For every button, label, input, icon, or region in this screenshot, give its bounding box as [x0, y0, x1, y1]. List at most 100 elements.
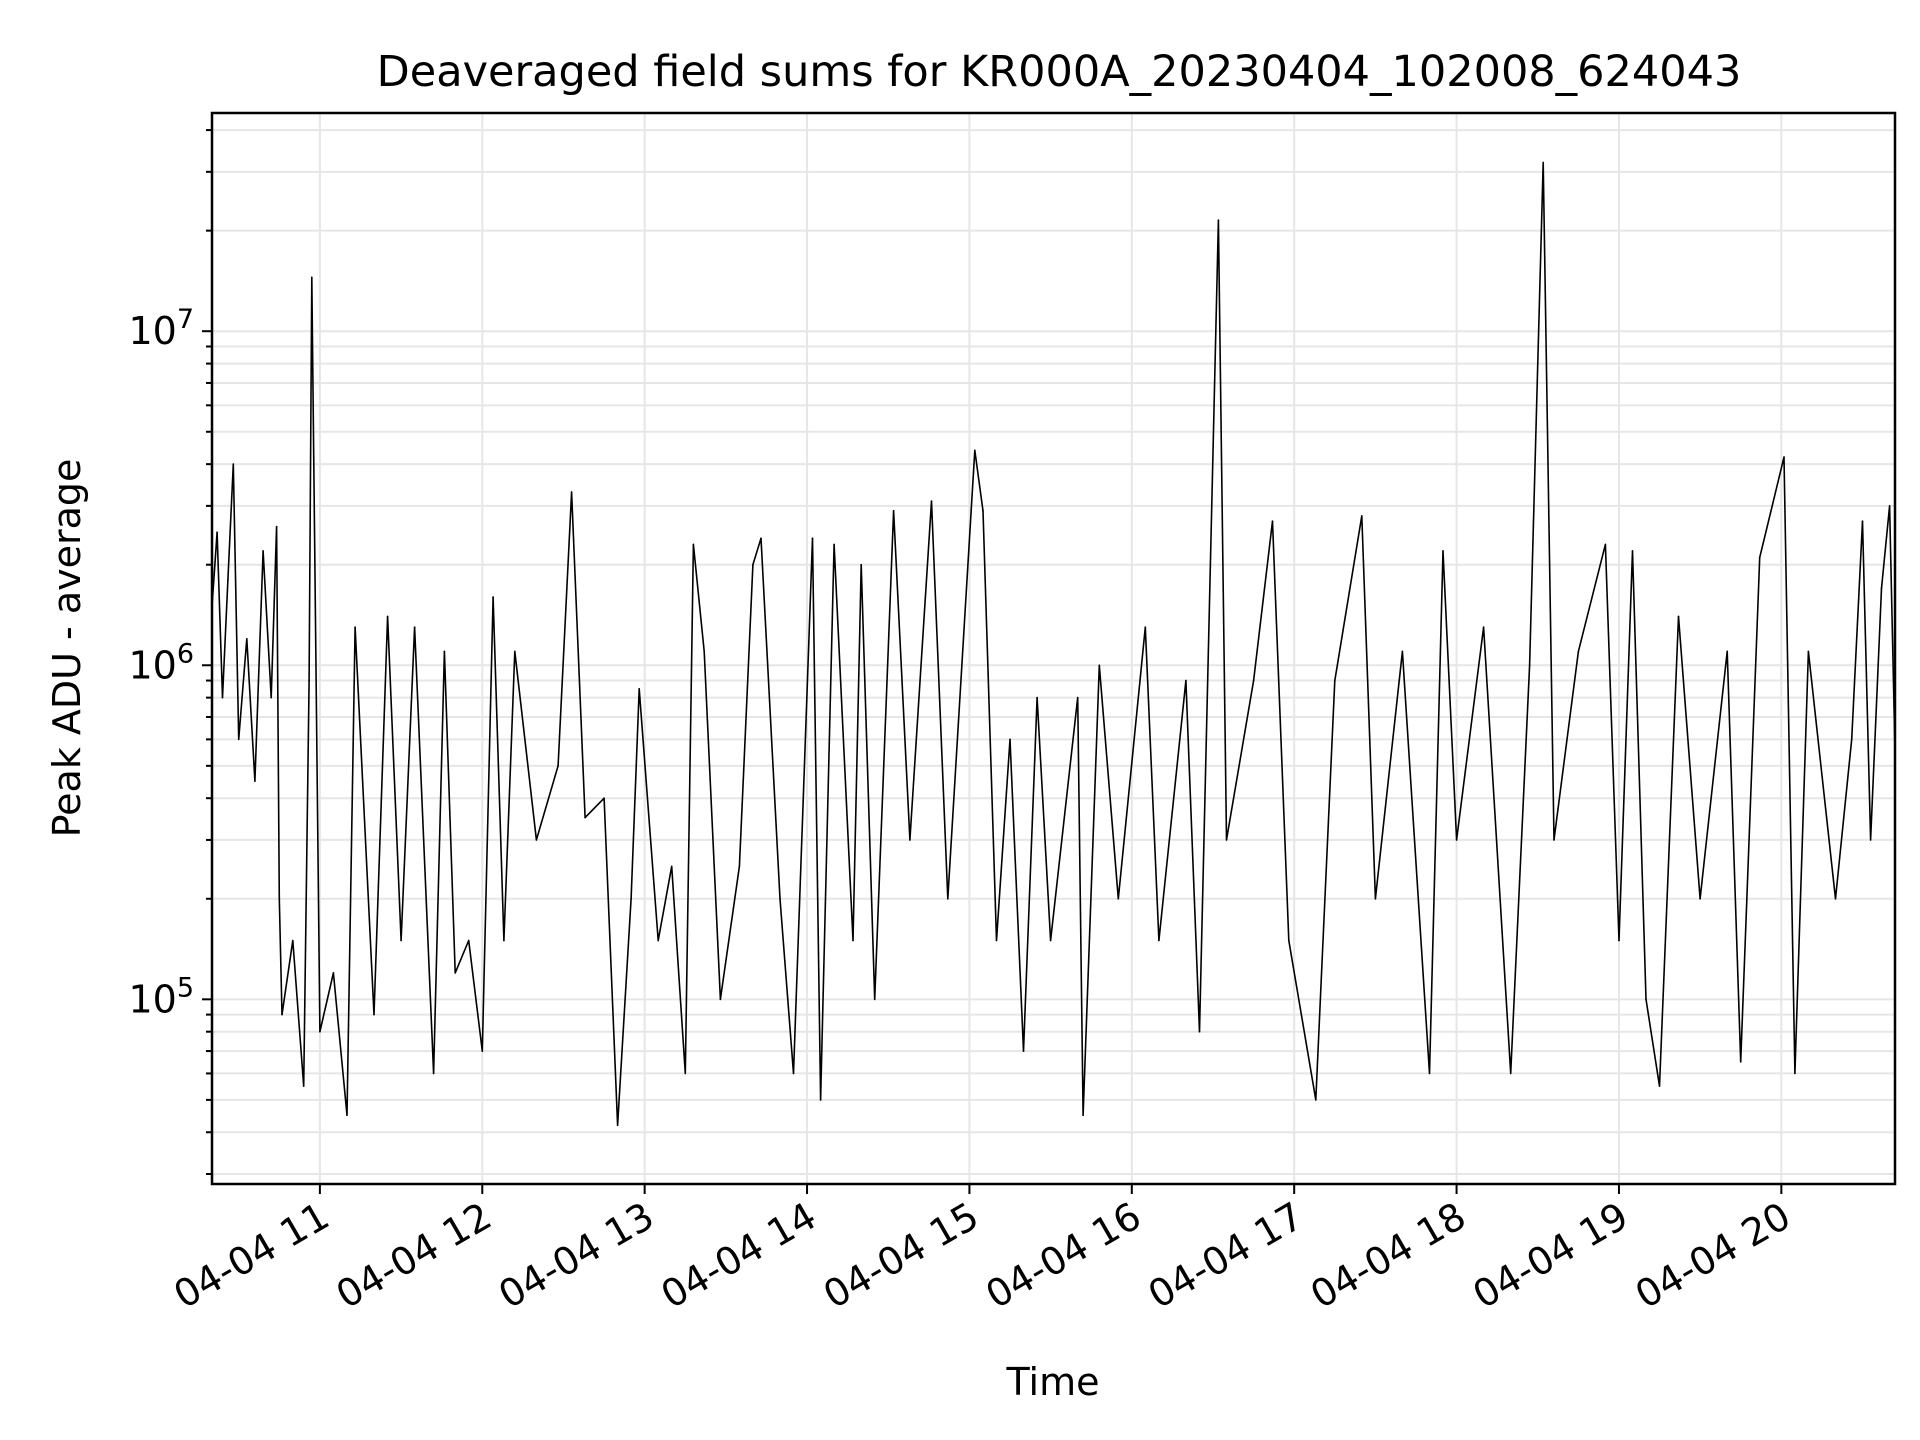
data-point: [1553, 839, 1555, 841]
data-point: [292, 939, 294, 942]
data-point: [467, 939, 470, 942]
data-point: [811, 537, 814, 540]
data-point: [1315, 1099, 1317, 1101]
data-point: [1880, 587, 1883, 590]
data-point: [1098, 664, 1101, 667]
data-point: [657, 939, 659, 942]
data-point: [1577, 650, 1580, 653]
data-point: [400, 939, 402, 942]
x-axis-label: Time: [1006, 1360, 1100, 1404]
data-point: [1807, 650, 1810, 653]
data-point: [413, 626, 416, 629]
data-point: [692, 543, 695, 546]
data-point: [492, 596, 494, 598]
data-point: [1333, 679, 1336, 682]
data-point: [346, 1114, 348, 1116]
data-point: [1861, 520, 1864, 522]
data-point: [216, 531, 218, 534]
data-point: [281, 1013, 283, 1016]
data-point: [995, 939, 998, 942]
data-point: [670, 865, 673, 868]
chart-title: Deaveraged field sums for KR000A_2023040…: [377, 47, 1742, 97]
data-point: [454, 972, 457, 974]
data-point: [1869, 839, 1872, 841]
data-point: [1225, 839, 1228, 841]
data-point: [278, 897, 281, 900]
data-point: [738, 865, 741, 868]
data-point: [1442, 550, 1444, 552]
data-point: [262, 550, 264, 552]
data-point: [1834, 897, 1837, 900]
data-point: [1699, 897, 1701, 900]
data-point: [1049, 939, 1052, 942]
data-point: [852, 939, 854, 942]
data-point: [1794, 1072, 1796, 1075]
data-point: [227, 579, 229, 581]
data-point: [1482, 626, 1485, 629]
data-point: [982, 509, 984, 512]
data-point: [481, 1050, 484, 1052]
data-point: [1604, 543, 1607, 546]
data-point: [1677, 615, 1680, 618]
data-point: [1287, 939, 1290, 942]
data-point: [535, 839, 538, 841]
data-point: [432, 1072, 435, 1075]
data-point: [386, 615, 389, 618]
data-point: [1528, 664, 1531, 667]
data-point: [310, 276, 313, 279]
data-point: [1783, 456, 1785, 458]
data-point: [638, 688, 641, 690]
data-point: [819, 1099, 822, 1101]
data-point: [443, 650, 446, 653]
data-point: [1542, 161, 1544, 164]
data-point: [1631, 550, 1634, 552]
data-point: [1217, 219, 1220, 221]
data-point: [1022, 1050, 1025, 1052]
data-point: [1374, 897, 1377, 900]
data-point: [1036, 696, 1038, 699]
data-point: [860, 563, 862, 566]
data-point: [703, 650, 705, 653]
data-point: [246, 638, 248, 640]
plot-frame: [210, 111, 1897, 1186]
data-point: [1658, 1085, 1661, 1087]
data-point: [1455, 839, 1458, 841]
data-point: [1076, 696, 1079, 699]
data-point: [1509, 1072, 1512, 1075]
y-axis: 105 106 107: [128, 129, 212, 1175]
data-point: [603, 797, 605, 799]
data-point: [1401, 650, 1404, 653]
data-point: [684, 1072, 687, 1075]
data-point: [1850, 738, 1853, 741]
data-point: [232, 463, 235, 465]
data-point: [873, 998, 876, 1001]
data-point: [1739, 1061, 1742, 1063]
data-point: [354, 626, 356, 629]
data-point: [332, 972, 335, 974]
data-point: [1082, 1114, 1084, 1116]
data-point: [892, 509, 895, 512]
data-point: [503, 939, 505, 942]
data-point: [1645, 998, 1647, 1001]
data-point: [1009, 738, 1011, 741]
series-layer: [212, 161, 1895, 1126]
data-point: [557, 765, 559, 767]
data-point: [752, 563, 754, 566]
data-point: [1888, 505, 1891, 507]
data-point: [630, 897, 632, 900]
data-point: [1158, 939, 1160, 942]
data-point: [930, 500, 933, 502]
y-tick-label: 105: [128, 972, 194, 1021]
data-point: [254, 780, 256, 782]
data-point: [909, 839, 911, 841]
data-point: [302, 1085, 305, 1087]
y-axis-label: Peak ADU - average: [45, 459, 89, 838]
data-point: [1428, 1072, 1431, 1075]
data-point: [1252, 679, 1255, 682]
data-point: [513, 650, 516, 653]
data-point: [1185, 679, 1187, 682]
y-tick-label: 107: [128, 304, 194, 353]
data-point: [1271, 520, 1274, 522]
data-point: [616, 1124, 619, 1126]
